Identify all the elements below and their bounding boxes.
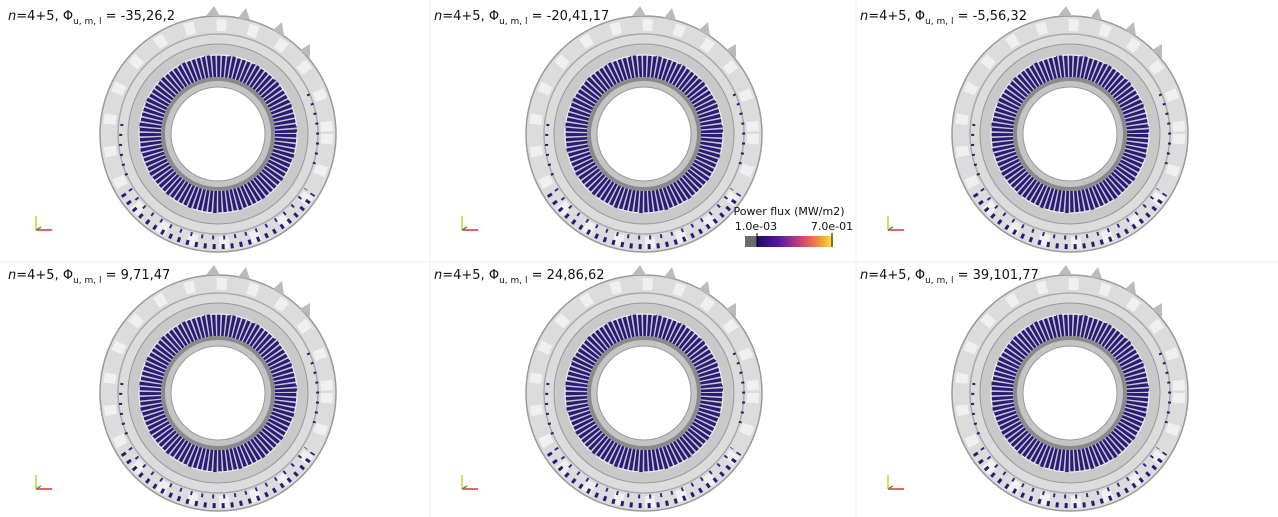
- phase: = 24,86,62: [528, 268, 605, 283]
- subscript: u, m, l: [73, 17, 101, 27]
- torus-render: [100, 6, 336, 252]
- panel: n=4+5, Φu, m, l = 9,71,47: [8, 265, 336, 511]
- panel-label: n=4+5, Φu, m, l = 39,101,77: [860, 268, 1039, 286]
- panel-label: n=4+5, Φu, m, l = -35,26,2: [8, 9, 175, 27]
- torus-render: [952, 265, 1188, 511]
- panel: n=4+5, Φu, m, l = -20,41,17: [434, 6, 762, 252]
- subscript: u, m, l: [499, 17, 527, 27]
- panel-label: n=4+5, Φu, m, l = -20,41,17: [434, 9, 609, 27]
- prefix: =4+5, Φ: [442, 9, 499, 24]
- torus-render: [526, 265, 762, 511]
- panel: n=4+5, Φu, m, l = 24,86,62: [434, 265, 762, 511]
- axes-triad: [461, 215, 479, 231]
- variable: n: [434, 268, 442, 283]
- subscript: u, m, l: [925, 276, 953, 286]
- panels: n=4+5, Φu, m, l = -35,26,2 n=4+5, Φu, m, …: [8, 6, 1188, 511]
- colorbar: Power flux (MW/m2) 1.0e-03 7.0e-01: [733, 205, 853, 247]
- variable: n: [860, 9, 868, 24]
- phase: = -35,26,2: [102, 9, 175, 24]
- torus-render: [952, 6, 1188, 252]
- prefix: =4+5, Φ: [16, 268, 73, 283]
- panel-label: n=4+5, Φu, m, l = -5,56,32: [860, 9, 1027, 27]
- axes-triad: [35, 215, 53, 231]
- subscript: u, m, l: [499, 276, 527, 286]
- torus-render: [100, 265, 336, 511]
- axes-triad: [461, 474, 479, 490]
- axes-triad: [887, 215, 905, 231]
- torus-render: [526, 6, 762, 252]
- phase: = 39,101,77: [954, 268, 1039, 283]
- variable: n: [8, 268, 16, 283]
- panel: n=4+5, Φu, m, l = 39,101,77: [860, 265, 1188, 511]
- variable: n: [434, 9, 442, 24]
- phase: = -5,56,32: [954, 9, 1027, 24]
- phase: = 9,71,47: [102, 268, 171, 283]
- panel-label: n=4+5, Φu, m, l = 24,86,62: [434, 268, 605, 286]
- panel: n=4+5, Φu, m, l = -5,56,32: [860, 6, 1188, 252]
- colorbar-max: 7.0e-01: [811, 220, 853, 233]
- phase: = -20,41,17: [528, 9, 610, 24]
- panel: n=4+5, Φu, m, l = -35,26,2: [8, 6, 336, 252]
- prefix: =4+5, Φ: [16, 9, 73, 24]
- subscript: u, m, l: [73, 276, 101, 286]
- variable: n: [860, 268, 868, 283]
- axes-triad: [35, 474, 53, 490]
- colorbar-min: 1.0e-03: [735, 220, 777, 233]
- color-scale: [757, 236, 833, 247]
- colorbar-title: Power flux (MW/m2): [733, 205, 844, 218]
- panel-label: n=4+5, Φu, m, l = 9,71,47: [8, 268, 170, 286]
- prefix: =4+5, Φ: [442, 268, 499, 283]
- prefix: =4+5, Φ: [868, 9, 925, 24]
- variable: n: [8, 9, 16, 24]
- below-range: [745, 236, 757, 247]
- prefix: =4+5, Φ: [868, 268, 925, 283]
- subscript: u, m, l: [925, 17, 953, 27]
- axes-triad: [887, 474, 905, 490]
